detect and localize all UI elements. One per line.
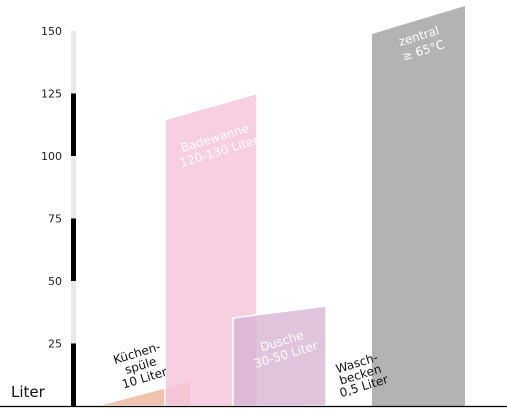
y-tick-label: 150 [41,25,62,38]
y-axis-segment [71,343,76,406]
y-tick-label: 25 [48,338,62,351]
bar-zentral [372,6,465,406]
y-axis-segment [71,218,76,281]
y-tick-label: 100 [41,150,62,163]
y-axis: 25 50 75 100 125 150 [41,25,76,406]
bar-label-kuechenspuele: Küchen-spüle10 Liter [112,339,170,391]
bars-layer [95,6,465,408]
y-axis-unit-label: Liter [11,383,46,401]
y-tick-label: 50 [48,275,62,288]
y-tick-label: 125 [41,88,62,101]
y-axis-segment [71,93,76,156]
y-tick-label: 75 [48,213,62,226]
